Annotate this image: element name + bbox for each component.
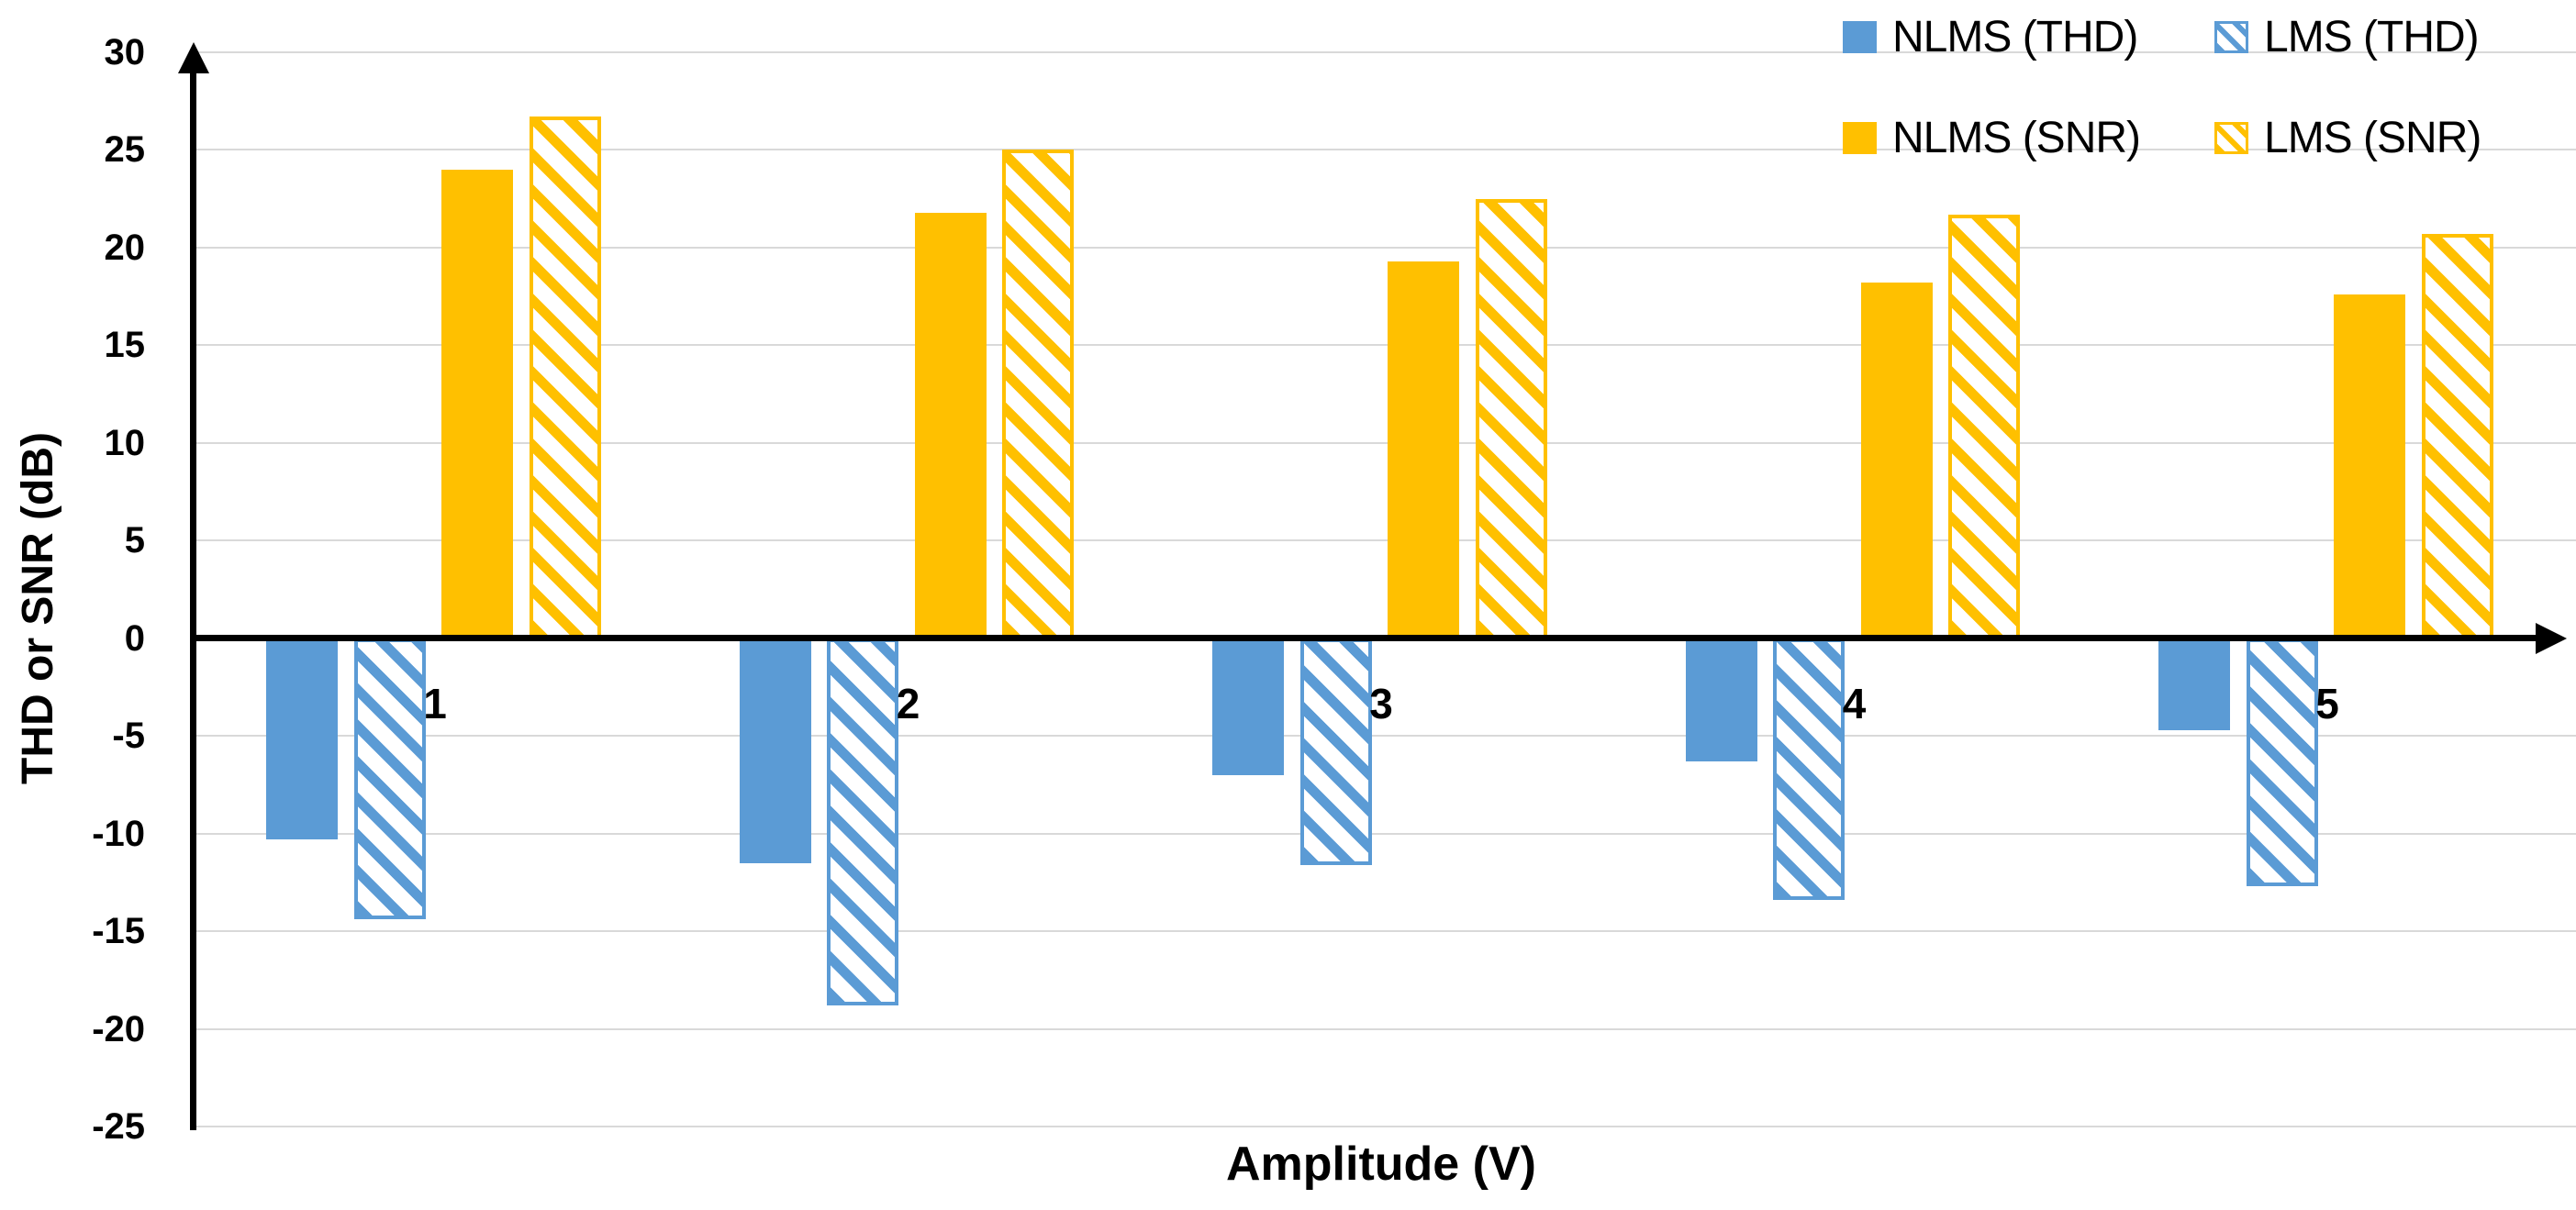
y-tick-label: 15 [104, 325, 146, 366]
bar-nlms-snr--1 [441, 169, 513, 638]
legend-label: LMS (SNR) [2264, 113, 2481, 162]
bar-lms-thd--5 [2246, 638, 2318, 887]
gridline-15 [193, 344, 2576, 347]
gridline--5 [193, 735, 2576, 738]
y-tick-label: -5 [112, 716, 145, 757]
y-tick-label: -25 [92, 1105, 145, 1147]
gridline-10 [193, 441, 2576, 444]
legend-label: LMS (THD) [2264, 12, 2480, 61]
bar-lms-snr--1 [529, 117, 601, 638]
bar-nlms-snr--2 [914, 212, 987, 638]
x-axis-line [190, 635, 2539, 641]
bar-lms-snr--3 [1475, 198, 1547, 638]
x-category-label-5: 5 [2315, 680, 2339, 727]
y-tick-label: 25 [104, 129, 146, 171]
y-tick-label: 0 [124, 617, 145, 659]
bar-nlms-thd--1 [266, 638, 338, 839]
bar-lms-snr--4 [1948, 214, 2020, 638]
legend-label: NLMS (SNR) [1892, 113, 2141, 162]
y-tick-label: 5 [124, 520, 145, 561]
gridline-5 [193, 539, 2576, 542]
gridline--20 [193, 1027, 2576, 1030]
x-category-label-1: 1 [423, 680, 447, 727]
legend-marker-solid-blue-icon [1843, 20, 1877, 53]
x-category-label-2: 2 [896, 680, 920, 727]
x-axis-arrow-icon [2536, 622, 2567, 654]
y-tick-label: 20 [104, 227, 146, 268]
bar-nlms-thd--3 [1212, 638, 1284, 775]
bar-nlms-thd--5 [2158, 638, 2230, 730]
y-axis-title: THD or SNR (dB) [14, 432, 62, 784]
bar-lms-snr--5 [2421, 233, 2493, 638]
bar-lms-thd--3 [1299, 638, 1372, 865]
legend-item-nlms-snr: NLMS (SNR) [1843, 111, 2141, 164]
legend-item-nlms-thd: NLMS (THD) [1843, 10, 2138, 63]
y-tick-label: 10 [104, 422, 146, 463]
gridline-30 [193, 51, 2576, 53]
bar-nlms-thd--4 [1685, 638, 1757, 761]
y-tick-label: 30 [104, 32, 146, 72]
y-tick-label: -20 [92, 1008, 145, 1049]
legend-marker-hatched-yellow-icon [2214, 121, 2248, 154]
y-axis-arrow-icon [178, 42, 209, 73]
y-tick-label: -10 [92, 813, 145, 854]
bar-nlms-snr--4 [1860, 283, 1933, 638]
y-tick-label: -15 [92, 911, 145, 952]
gridline--15 [193, 930, 2576, 933]
bar-lms-snr--2 [1002, 150, 1074, 638]
gridline--25 [193, 1125, 2576, 1127]
x-category-label-3: 3 [1369, 680, 1393, 727]
bar-lms-thd--1 [353, 638, 426, 920]
bar-lms-thd--2 [827, 638, 898, 1005]
legend-marker-hatched-blue-icon [2214, 20, 2248, 53]
legend-item-lms-snr: LMS (SNR) [2214, 111, 2481, 164]
legend-marker-solid-yellow-icon [1843, 121, 1877, 154]
legend-label: NLMS (THD) [1892, 12, 2138, 61]
x-category-label-4: 4 [1842, 680, 1867, 727]
legend-item-lms-thd: LMS (THD) [2214, 10, 2480, 63]
bar-nlms-snr--3 [1388, 261, 1459, 638]
x-axis-title: Amplitude (V) [1226, 1138, 1536, 1191]
bar-lms-thd--4 [1773, 638, 1845, 900]
y-axis-line [190, 66, 196, 1130]
gridline-25 [193, 149, 2576, 151]
bar-nlms-snr--5 [2334, 294, 2405, 638]
gridline-20 [193, 246, 2576, 249]
bar-nlms-thd--2 [739, 638, 811, 863]
gridline--10 [193, 832, 2576, 835]
